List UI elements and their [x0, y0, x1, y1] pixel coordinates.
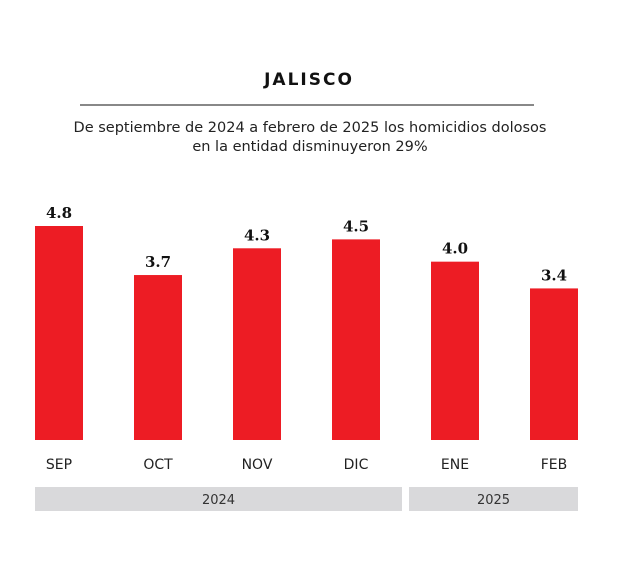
value-label: 4.0 — [442, 240, 468, 258]
category-label: ENE — [441, 457, 469, 473]
category-label: SEP — [46, 457, 72, 473]
chart-subtitle: De septiembre de 2024 a febrero de 2025 … — [40, 119, 580, 157]
value-label: 3.4 — [541, 266, 567, 284]
bar-oct — [134, 275, 182, 440]
subtitle-line: De septiembre de 2024 a febrero de 2025 … — [73, 120, 547, 136]
category-label: OCT — [143, 457, 173, 473]
category-label: NOV — [242, 457, 273, 473]
value-label: 3.7 — [145, 253, 171, 271]
bar-feb — [530, 288, 578, 440]
subtitle-line: en la entidad disminuyeron 29% — [192, 139, 428, 155]
bar-ene — [431, 261, 479, 440]
category-label: FEB — [541, 457, 568, 473]
year-label: 2025 — [477, 493, 510, 508]
year-label: 2024 — [202, 493, 235, 508]
bar-dic — [332, 239, 380, 440]
year-band-2024 — [35, 487, 402, 511]
bar-nov — [233, 248, 281, 440]
title-divider — [80, 104, 534, 106]
value-label: 4.5 — [343, 217, 369, 235]
year-band-2025 — [409, 487, 578, 511]
value-label: 4.3 — [244, 226, 270, 244]
category-label: DIC — [344, 457, 369, 473]
bar-sep — [35, 226, 83, 440]
value-label: 4.8 — [46, 204, 72, 222]
chart-title: JALISCO — [264, 70, 354, 90]
